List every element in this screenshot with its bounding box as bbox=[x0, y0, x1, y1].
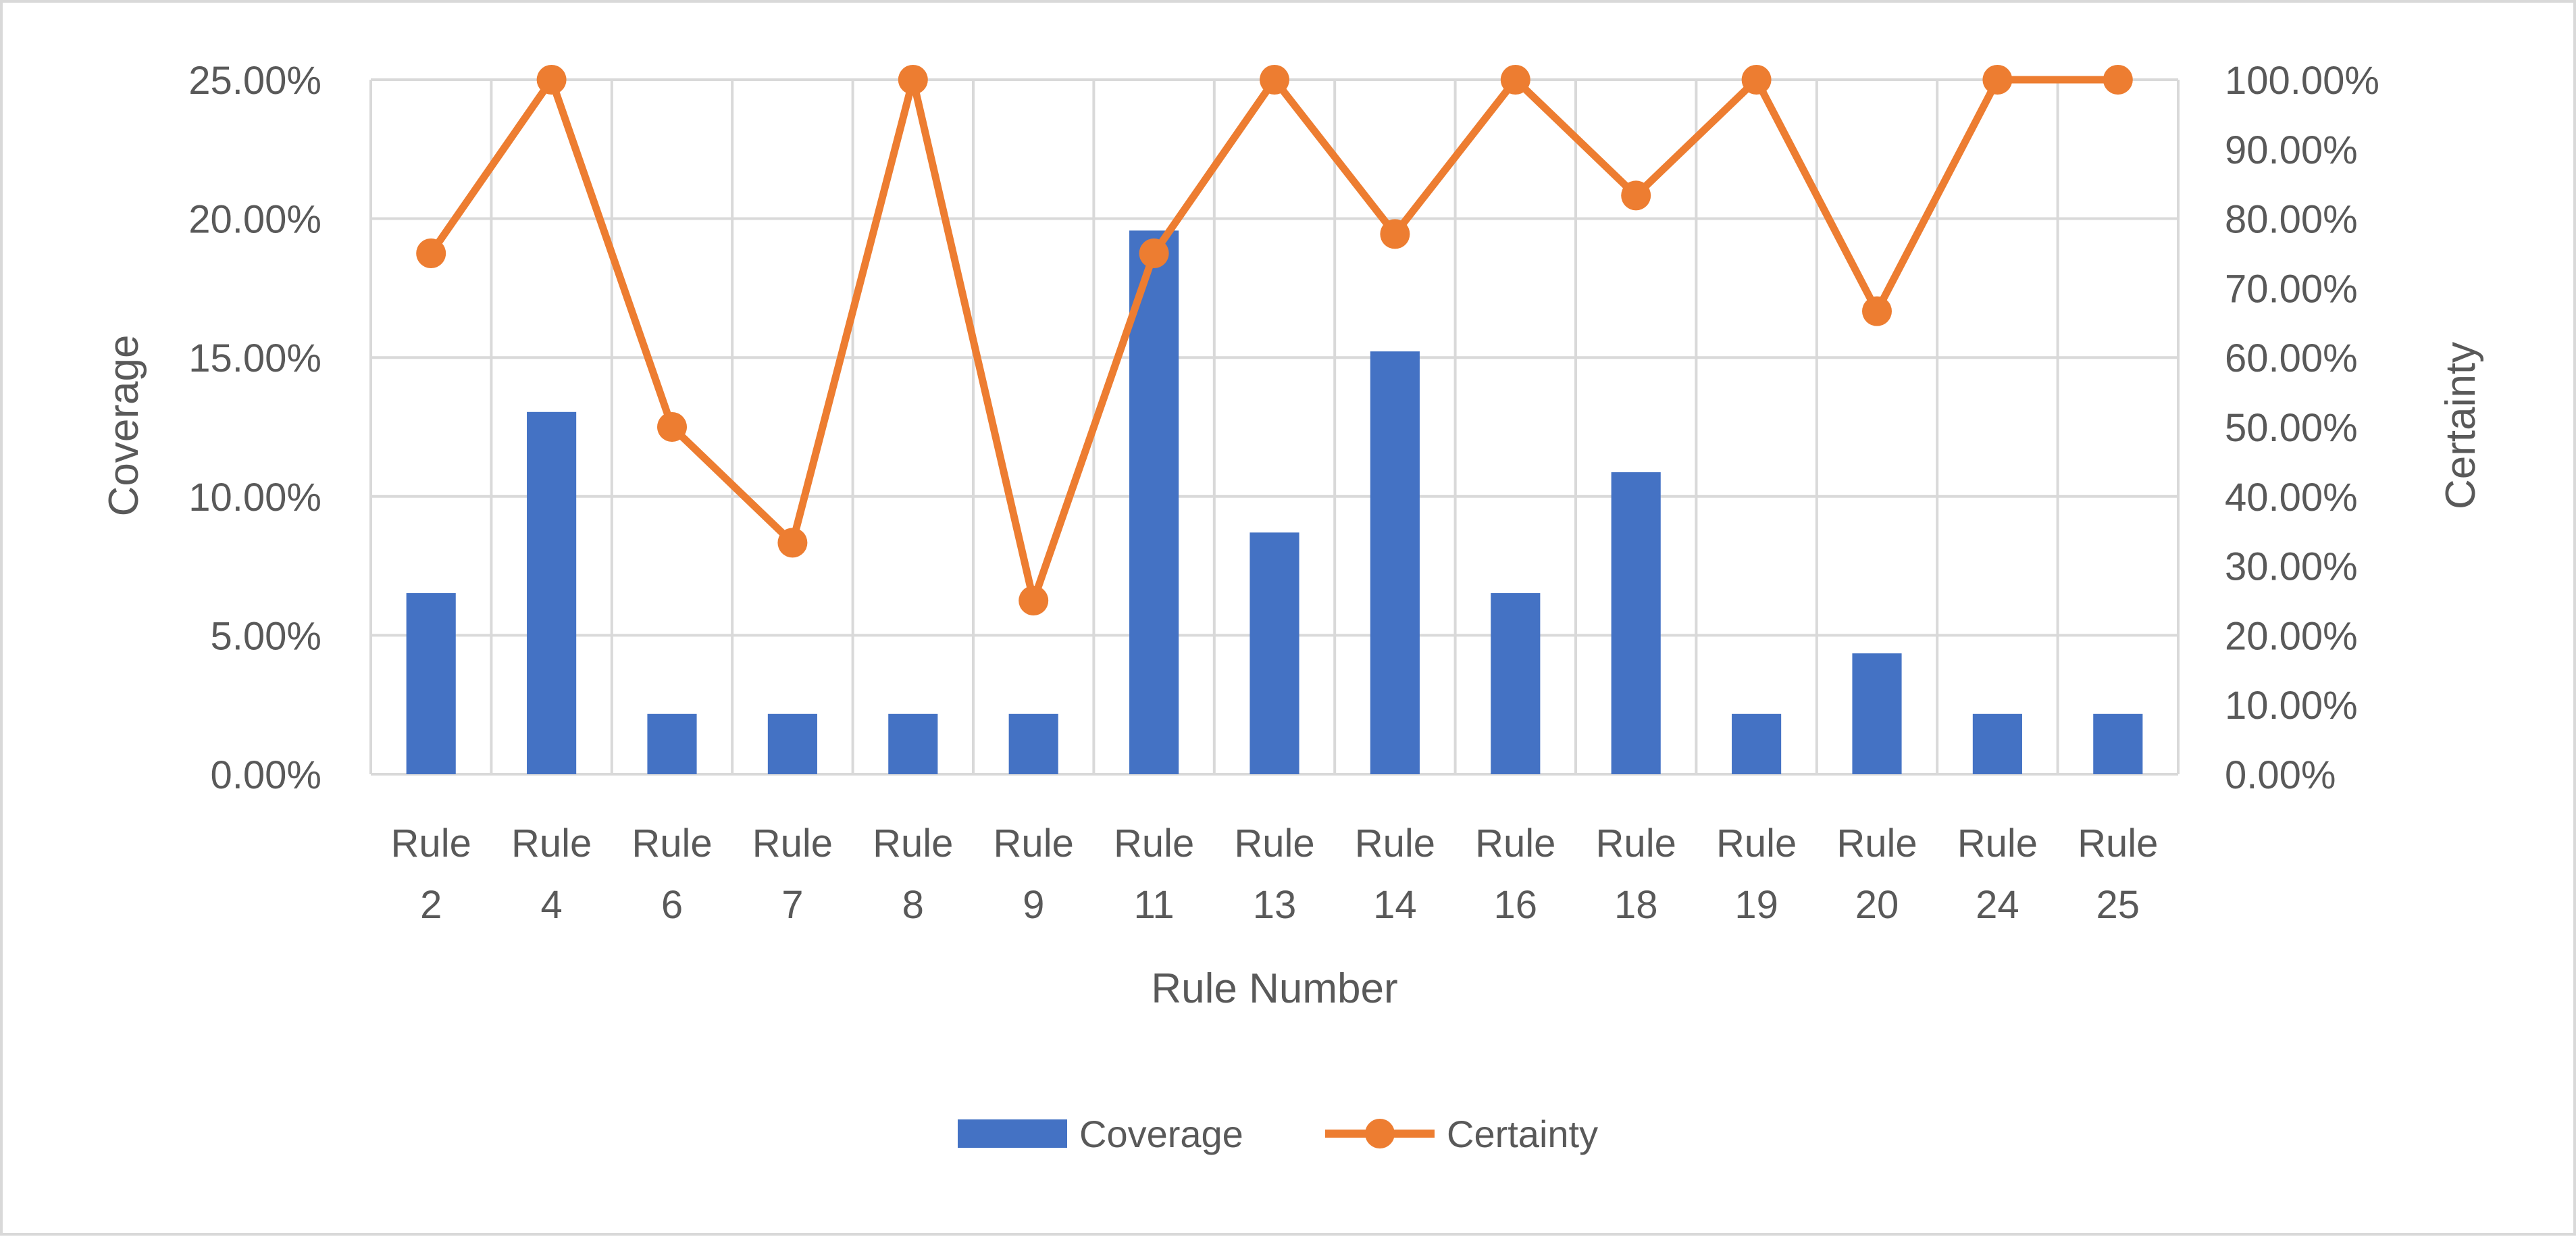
certainty-marker bbox=[1019, 586, 1049, 615]
y2-tick-label: 20.00% bbox=[2225, 614, 2358, 658]
x-tick-label-line1: Rule bbox=[994, 821, 1074, 865]
axes: 0.00% 5.00% 10.00% 15.00% 20.00% 25.00% 0.00% 1… bbox=[188, 59, 2379, 927]
certainty-marker bbox=[416, 238, 446, 268]
certainty-marker bbox=[2103, 65, 2133, 95]
y-tick-label: 0.00% bbox=[211, 753, 321, 797]
certainty-marker bbox=[1982, 65, 2013, 95]
legend-certainty-marker bbox=[1365, 1119, 1395, 1148]
y2-tick-label: 30.00% bbox=[2225, 545, 2358, 589]
x-tick-label-line2: 8 bbox=[902, 883, 924, 927]
y-axis-title: Coverage bbox=[101, 335, 147, 517]
coverage-bar bbox=[767, 713, 817, 774]
coverage-bars bbox=[406, 230, 2143, 774]
x-tick-label-line2: 14 bbox=[1373, 883, 1417, 927]
coverage-bar bbox=[1491, 592, 1541, 774]
x-tick-label-line2: 25 bbox=[2096, 883, 2140, 927]
certainty-marker bbox=[536, 65, 567, 95]
x-tick-label-line2: 7 bbox=[781, 883, 803, 927]
x-tick-label-line1: Rule bbox=[1114, 821, 1194, 865]
legend: Coverage Certainty bbox=[958, 1113, 1598, 1155]
y2-tick-label: 100.00% bbox=[2225, 59, 2379, 103]
legend-coverage-swatch bbox=[958, 1119, 1067, 1148]
coverage-bar bbox=[1972, 713, 2022, 774]
coverage-bar bbox=[527, 411, 577, 774]
certainty-marker bbox=[1260, 65, 1289, 95]
x-tick-label-line1: Rule bbox=[873, 821, 953, 865]
x-tick-label-line2: 16 bbox=[1494, 883, 1538, 927]
certainty-marker bbox=[1862, 296, 1892, 326]
y2-tick-label: 0.00% bbox=[2225, 753, 2336, 797]
y-tick-label: 5.00% bbox=[211, 614, 321, 658]
certainty-marker bbox=[777, 528, 808, 558]
legend-coverage-label: Coverage bbox=[1079, 1113, 1243, 1155]
certainty-marker bbox=[898, 65, 928, 95]
x-tick-label-line1: Rule bbox=[1234, 821, 1314, 865]
x-tick-label-line1: Rule bbox=[632, 821, 712, 865]
coverage-bar bbox=[1611, 472, 1661, 774]
certainty-marker bbox=[1380, 219, 1410, 249]
y-tick-label: 15.00% bbox=[188, 336, 321, 380]
x-tick-label-line1: Rule bbox=[2078, 821, 2158, 865]
x-tick-label-line1: Rule bbox=[1355, 821, 1435, 865]
certainty-marker bbox=[1741, 65, 1772, 95]
x-tick-label-line2: 9 bbox=[1023, 883, 1044, 927]
x-tick-label-line1: Rule bbox=[511, 821, 592, 865]
y2-tick-label: 80.00% bbox=[2225, 198, 2358, 242]
y2-tick-label: 70.00% bbox=[2225, 267, 2358, 311]
y2-tick-label: 10.00% bbox=[2225, 684, 2358, 728]
y2-axis-title: Certainty bbox=[2438, 342, 2484, 509]
certainty-marker bbox=[657, 412, 687, 442]
x-tick-label-line1: Rule bbox=[1716, 821, 1797, 865]
x-tick-label-line1: Rule bbox=[1957, 821, 2038, 865]
certainty-marker bbox=[1139, 238, 1169, 268]
coverage-bar bbox=[647, 713, 697, 774]
x-tick-label-line1: Rule bbox=[391, 821, 471, 865]
y-tick-label: 10.00% bbox=[188, 476, 321, 520]
x-tick-label-line1: Rule bbox=[1836, 821, 1917, 865]
x-tick-label-line2: 24 bbox=[1976, 883, 2019, 927]
certainty-marker bbox=[1500, 65, 1530, 95]
coverage-bar bbox=[1852, 653, 1902, 774]
y-tick-label: 20.00% bbox=[188, 198, 321, 242]
coverage-bar bbox=[1250, 532, 1299, 774]
certainty-marker bbox=[1621, 180, 1651, 211]
x-tick-label-line2: 4 bbox=[540, 883, 562, 927]
x-tick-label-line1: Rule bbox=[1596, 821, 1676, 865]
coverage-bar bbox=[1129, 230, 1179, 774]
coverage-bar bbox=[1370, 351, 1420, 774]
y2-tick-label: 90.00% bbox=[2225, 128, 2358, 172]
coverage-bar bbox=[406, 592, 456, 774]
y2-tick-label: 60.00% bbox=[2225, 336, 2358, 380]
coverage-bar bbox=[888, 713, 938, 774]
coverage-bar bbox=[1732, 713, 1782, 774]
x-tick-label-line2: 2 bbox=[420, 883, 442, 927]
y2-tick-label: 50.00% bbox=[2225, 406, 2358, 450]
legend-certainty-label: Certainty bbox=[1447, 1113, 1598, 1155]
x-tick-label-line2: 19 bbox=[1734, 883, 1778, 927]
x-tick-label-line2: 6 bbox=[661, 883, 683, 927]
certainty-line-group bbox=[416, 65, 2133, 615]
x-tick-label-line1: Rule bbox=[752, 821, 833, 865]
x-tick-label-line2: 20 bbox=[1855, 883, 1899, 927]
x-axis-title: Rule Number bbox=[1151, 965, 1397, 1012]
x-tick-label-line2: 11 bbox=[1133, 883, 1174, 927]
x-tick-label-line2: 18 bbox=[1614, 883, 1658, 927]
x-tick-label-line2: 13 bbox=[1253, 883, 1297, 927]
y2-tick-label: 40.00% bbox=[2225, 476, 2358, 520]
coverage-bar bbox=[1008, 713, 1058, 774]
coverage-bar bbox=[2093, 713, 2143, 774]
x-tick-label-line1: Rule bbox=[1475, 821, 1555, 865]
y-tick-label: 25.00% bbox=[188, 59, 321, 103]
